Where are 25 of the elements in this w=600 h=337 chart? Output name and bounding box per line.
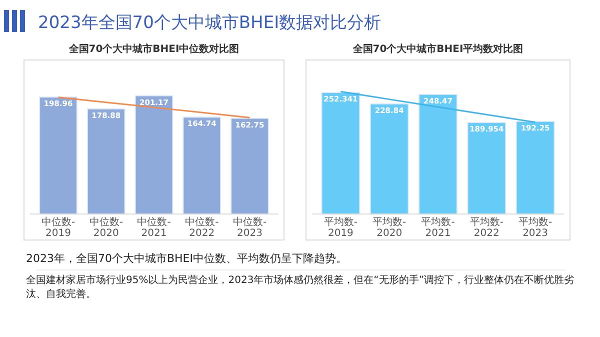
chart-title: 全国70个大中城市BHEI平均数对比图: [352, 43, 524, 55]
bar: [134, 95, 174, 214]
bar: [418, 94, 458, 214]
chart-title: 全国70个大中城市BHEI中位数对比图: [68, 43, 240, 55]
text: 2023年全国70个大中城市BHEI数据对比分析: [38, 13, 382, 33]
x-tick-label: 中位数-2021: [137, 216, 172, 239]
x-tick-label: 平均数-2022: [470, 216, 504, 239]
x-tick-label: 平均数-2019: [324, 216, 358, 239]
x-tick-label: 中位数-2020: [89, 216, 124, 239]
x-tick-label: 中位数-2022: [185, 216, 220, 239]
bar: [516, 120, 555, 214]
x-tick-label: 中位数-2023: [232, 216, 267, 239]
bar: [370, 103, 409, 214]
bar: [230, 118, 269, 214]
x-tick-label: 平均数-2023: [518, 216, 552, 239]
bar: [86, 108, 126, 214]
x-tick-label: 平均数-2020: [372, 216, 407, 239]
bar: [39, 96, 78, 214]
x-tick-label: 中位数-2019: [41, 216, 76, 239]
text: 全国建材家居市场行业95%以上为民营企业，2023年市场体感仍然很差，但在“无形的手”调控下，行业整体仍在不断优胜劣汰、自我完善。: [26, 274, 576, 302]
bar: [467, 122, 506, 214]
bar: [321, 92, 360, 214]
bar: [182, 116, 222, 214]
text: 2023年，全国70个大中城市BHEI中位数、平均数仍呈下降趋势。: [26, 252, 348, 265]
x-tick-label: 平均数-2021: [421, 216, 456, 239]
